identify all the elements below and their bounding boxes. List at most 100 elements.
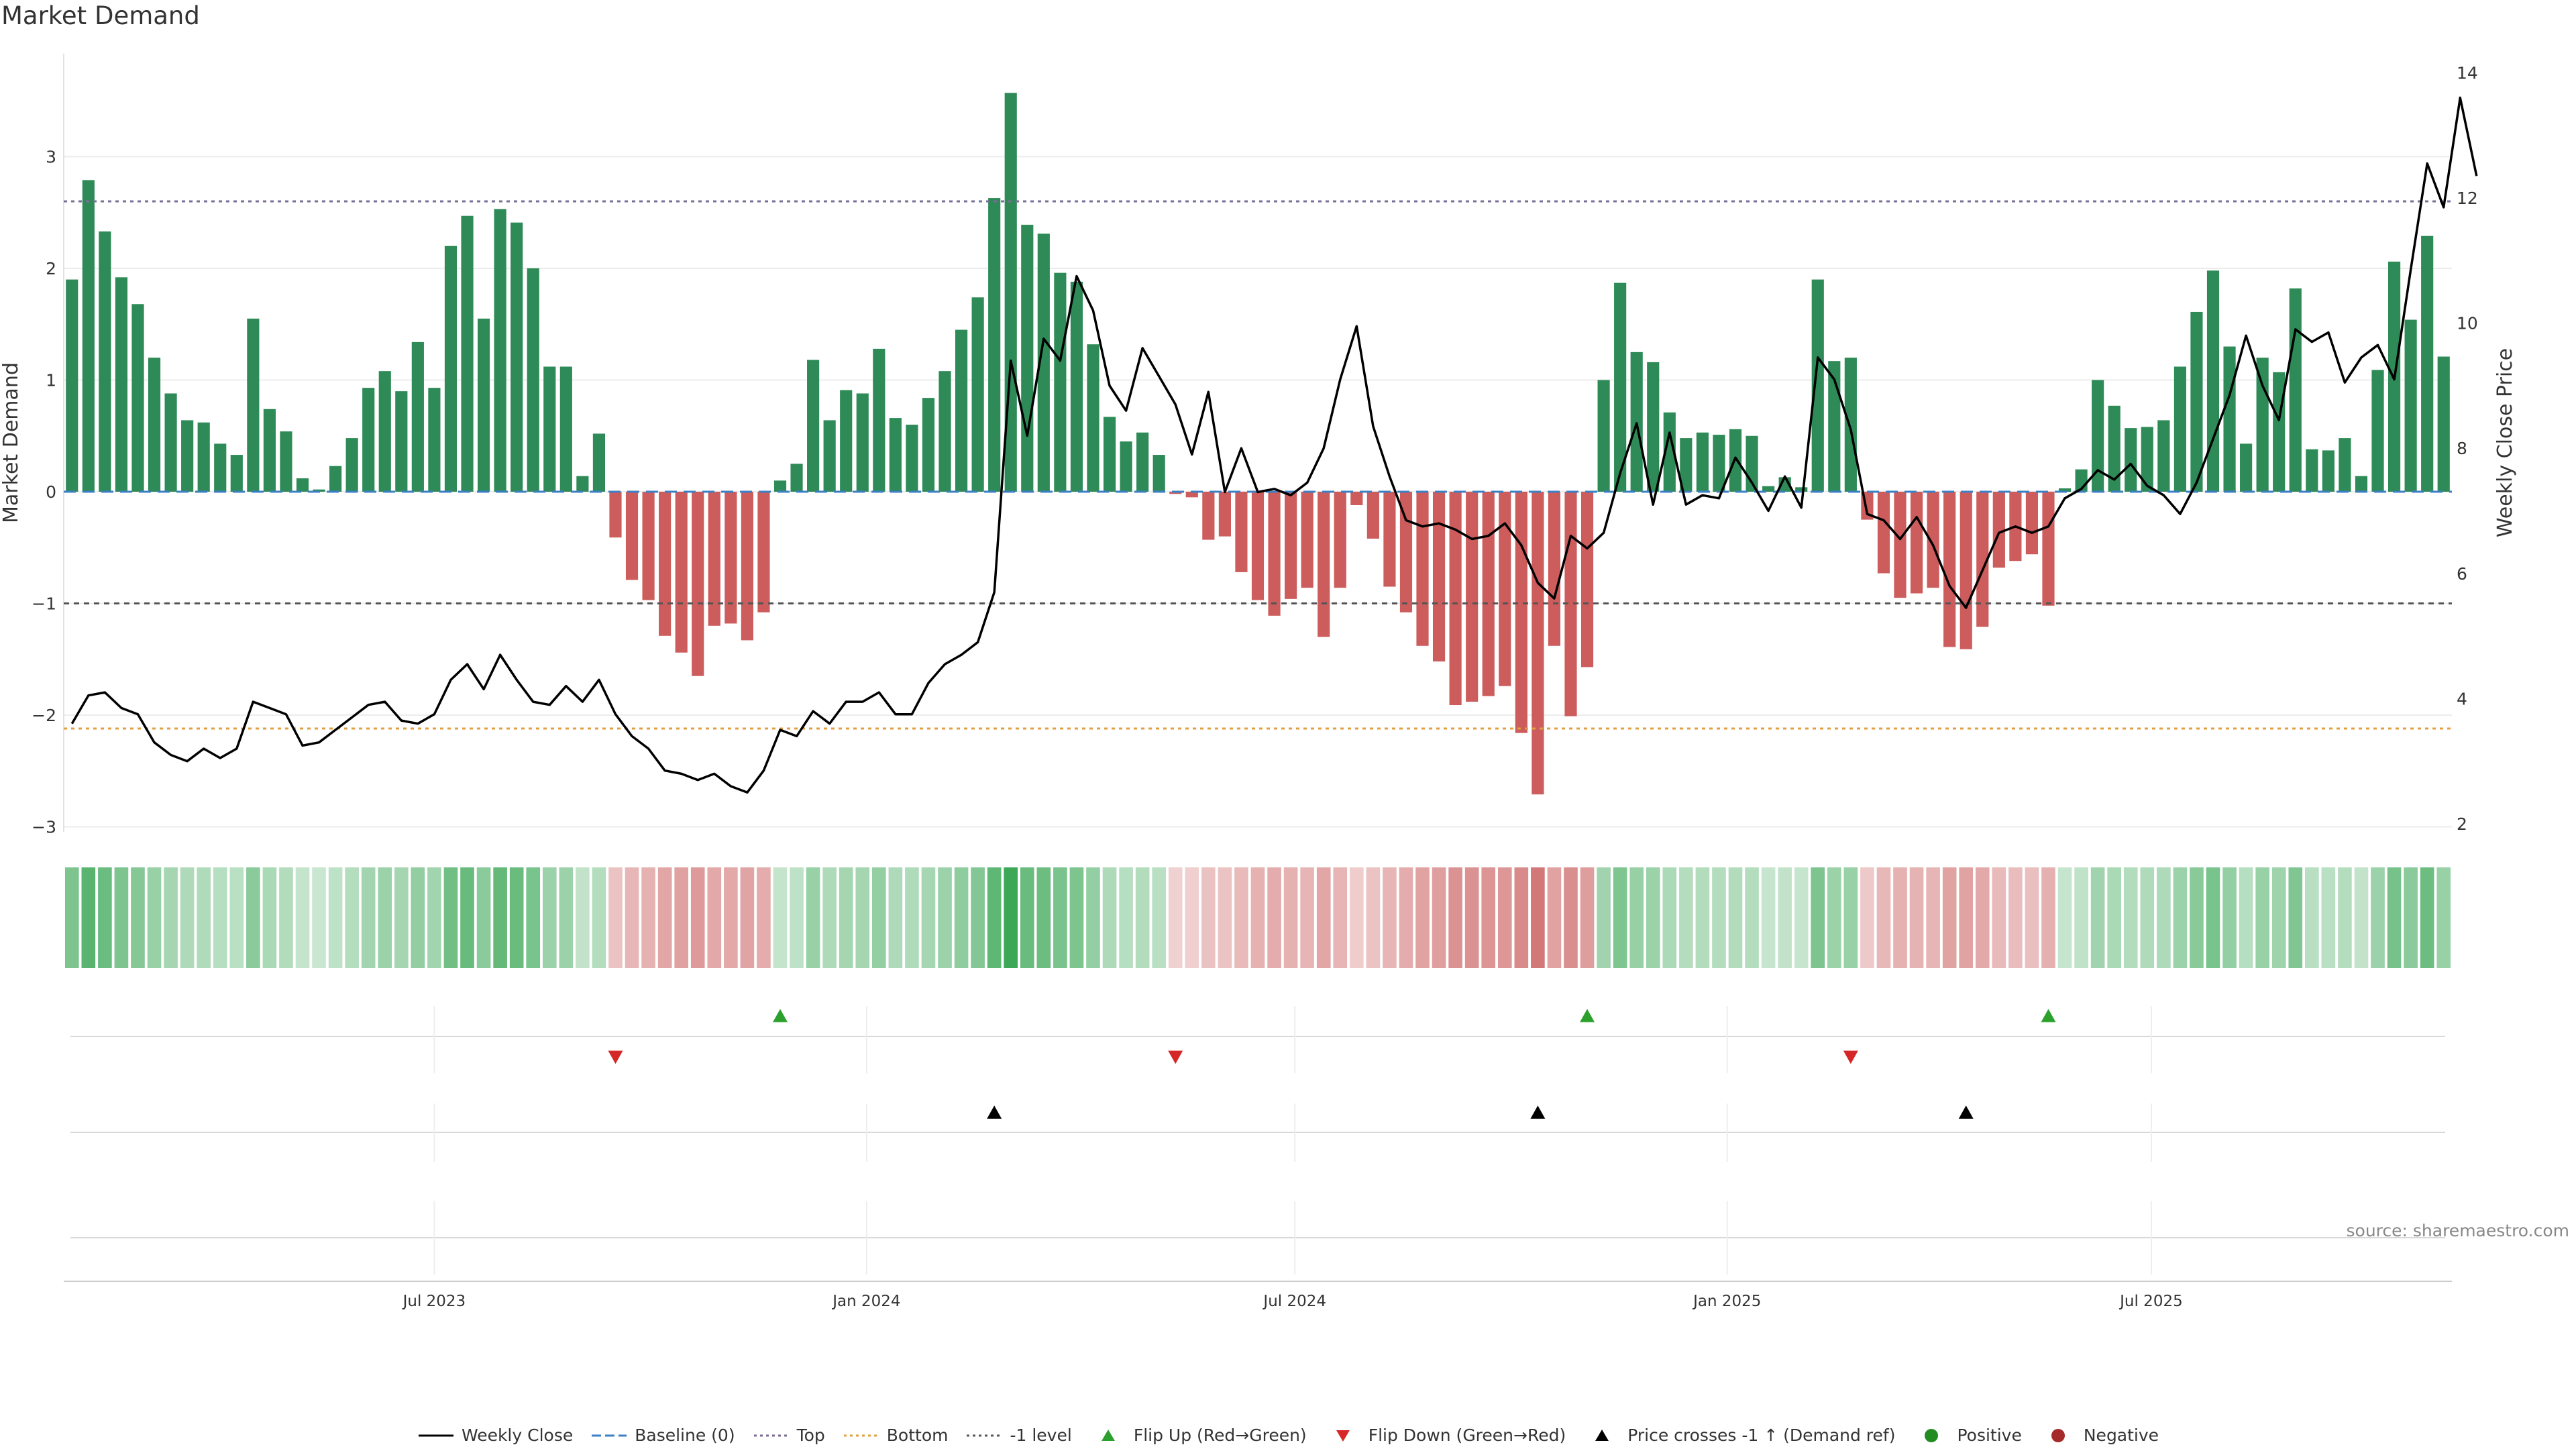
heat-cell [526, 867, 541, 968]
heat-cell [1531, 867, 1545, 968]
demand-bar [773, 480, 787, 492]
heat-cell [1135, 867, 1150, 968]
heat-cell [1448, 867, 1462, 968]
demand-bar [263, 409, 276, 492]
legend-item: Bottom [843, 1426, 948, 1445]
legend-key-triangle-up [1089, 1427, 1127, 1444]
heat-cell [1383, 867, 1397, 968]
demand-bar [1318, 492, 1330, 637]
demand-bar [1828, 361, 1841, 492]
heat-cell [1547, 867, 1562, 968]
chart-legend: Weekly Close Baseline (0) Top Bottom -1 leve… [0, 1426, 2576, 1445]
heat-cell [559, 867, 574, 968]
demand-bar [840, 390, 853, 492]
demand-bar [988, 198, 1001, 492]
heat-cell [262, 867, 277, 968]
heat-cell [2107, 867, 2122, 968]
demand-bar [592, 433, 606, 492]
heat-cell [1942, 867, 1957, 968]
demand-bar [659, 492, 672, 636]
heat-cell [2436, 867, 2451, 968]
demand-bar [2306, 449, 2318, 492]
demand-bar [642, 492, 655, 600]
heat-cell [674, 867, 689, 968]
demand-bar [1696, 432, 1709, 492]
demand-bar [230, 455, 243, 492]
chart-title: Market Demand [1, 1, 200, 30]
legend-item: Negative [2039, 1426, 2159, 1445]
heat-cell [131, 867, 145, 968]
price-cross-marker [1958, 1106, 1974, 1119]
heat-cell [839, 867, 853, 968]
heat-cell [1843, 867, 1858, 968]
legend-item: -1 level [965, 1426, 1072, 1445]
demand-bar [2371, 370, 2384, 492]
heat-cell [2371, 867, 2385, 968]
demand-bar [2125, 428, 2137, 492]
heat-cell [1119, 867, 1133, 968]
y2-tick-label: 8 [2457, 439, 2467, 458]
heat-cell [1497, 867, 1512, 968]
demand-bar [2240, 443, 2253, 492]
heat-cell [1992, 867, 2006, 968]
demand-bar [1449, 492, 1462, 706]
y2-tick-label: 6 [2457, 564, 2467, 584]
demand-bar [757, 492, 770, 612]
demand-bar [856, 393, 869, 492]
heat-cell [1481, 867, 1496, 968]
heat-cell [114, 867, 129, 968]
heat-cell [509, 867, 524, 968]
demand-bar [675, 492, 688, 653]
demand-bar [1416, 492, 1429, 646]
heat-cell [378, 867, 392, 968]
legend-key-line-dashed [590, 1427, 628, 1444]
y2-tick-label: 2 [2457, 814, 2467, 834]
heat-cell [394, 867, 409, 968]
demand-bar [1877, 492, 1890, 574]
legend-label: Flip Up (Red→Green) [1133, 1426, 1307, 1445]
heat-cell [1662, 867, 1677, 968]
price-cross-marker [1530, 1106, 1546, 1119]
flip-down-marker [1168, 1051, 1183, 1064]
demand-bar [625, 492, 639, 580]
heat-cell [2206, 867, 2220, 968]
heat-cell [1959, 867, 1974, 968]
legend-key-line-solid [417, 1427, 455, 1444]
demand-bar [329, 466, 342, 492]
heat-cell [2090, 867, 2105, 968]
heat-cell [213, 867, 227, 968]
heat-cell [1613, 867, 1627, 968]
demand-bar [66, 279, 78, 492]
demand-bar [2322, 450, 2334, 492]
demand-bar [741, 492, 753, 641]
flip-down-marker [608, 1051, 623, 1064]
heat-cell [493, 867, 507, 968]
heat-cell [246, 867, 260, 968]
demand-bar [1366, 492, 1379, 539]
legend-key-line-dotted [753, 1427, 790, 1444]
demand-bar [2223, 346, 2236, 492]
demand-bar [1762, 486, 1775, 492]
demand-bar [2421, 235, 2434, 492]
heat-cell [1629, 867, 1644, 968]
heat-cell [1745, 867, 1759, 968]
heat-cell [460, 867, 474, 968]
heat-cell [2057, 867, 2072, 968]
legend-item: Top [753, 1426, 825, 1445]
source-credit: source: sharemaestro.com [2346, 1221, 2570, 1240]
heat-cell [657, 867, 672, 968]
heat-cell [1514, 867, 1529, 968]
demand-bar [1285, 492, 1297, 599]
legend-item: Flip Down (Green→Red) [1324, 1426, 1566, 1445]
heat-cell [2255, 867, 2269, 968]
legend-label: Flip Down (Green→Red) [1368, 1426, 1566, 1445]
heat-cell [1415, 867, 1430, 968]
heat-cell [427, 867, 441, 968]
heat-cell [2239, 867, 2253, 968]
demand-bar [2355, 476, 2368, 492]
demand-bar [2108, 405, 2121, 492]
demand-bar [99, 231, 111, 492]
demand-bar [906, 425, 918, 492]
demand-bar [164, 393, 177, 492]
heat-cell [690, 867, 705, 968]
